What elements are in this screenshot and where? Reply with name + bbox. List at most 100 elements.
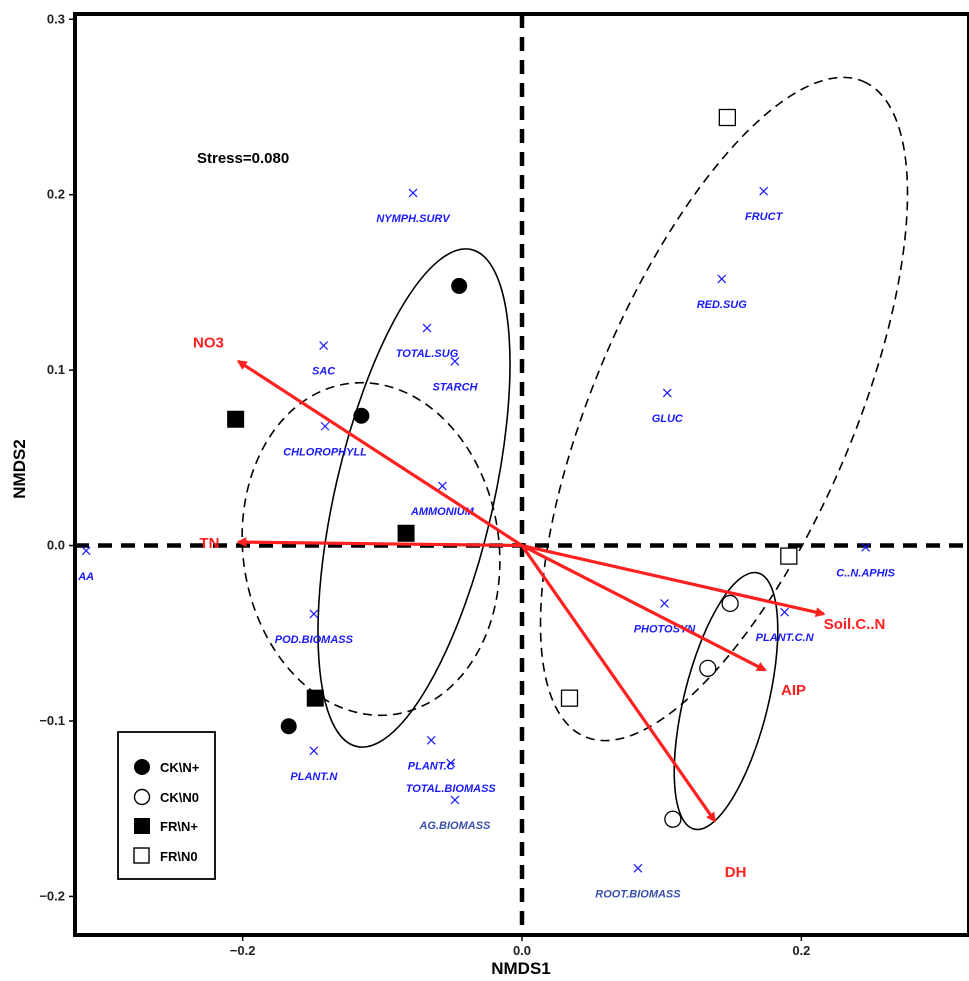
variable-total-sug: TOTAL.SUG — [396, 323, 459, 360]
x-tick-label: 0.2 — [792, 943, 810, 958]
variable-label: AA — [77, 571, 94, 583]
variable-label: PLANT.C.N — [756, 632, 815, 644]
point-ck-nplus — [353, 407, 370, 424]
y-tick-label: 0.1 — [47, 362, 65, 377]
vector-label: TN — [199, 535, 219, 552]
variable-ammonium: AMMONIUM — [410, 481, 475, 518]
vector-no3: NO3 — [193, 334, 523, 547]
x-axis-title: NMDS1 — [491, 959, 551, 978]
sample-points — [227, 108, 798, 828]
variable-label: PLANT.C — [408, 760, 456, 772]
variable-label: PLANT.N — [290, 771, 338, 783]
environmental-vectors: NO3 TN Soil.C..N AIP DH — [193, 334, 885, 881]
vector-dh: DH — [520, 544, 747, 881]
variable-marker — [81, 546, 91, 556]
stress-label: Stress=0.080 — [197, 150, 289, 167]
group-ellipses — [241, 76, 909, 831]
variable-label: NYMPH.SURV — [376, 213, 451, 225]
variable-sac: SAC — [312, 341, 336, 378]
variable-red-sug: RED.SUG — [697, 274, 747, 311]
point-fr-nplus — [227, 410, 245, 428]
variable-marker — [446, 758, 456, 768]
ellipse-ck-n0 — [673, 571, 779, 831]
variable-chlorophyll: CHLOROPHYLL — [283, 421, 367, 458]
y-axis-title: NMDS2 — [10, 439, 29, 499]
variable-fruct: FRUCT — [745, 186, 784, 223]
vector-arrow — [236, 537, 523, 548]
x-tick-label: 0.0 — [513, 943, 531, 958]
variable-label: SAC — [312, 366, 336, 378]
variable-total-biomass: TOTAL.BIOMASS — [406, 758, 497, 795]
variable-marker — [309, 609, 319, 619]
legend-marker-fr-n-plus — [134, 818, 150, 834]
legend-label-fr-n0: FR\N0 — [160, 849, 198, 864]
variable-plant-n: PLANT.N — [290, 746, 338, 783]
variable-label: STARCH — [432, 381, 478, 393]
variable-marker — [660, 599, 669, 608]
x-tick-label: −0.2 — [230, 943, 256, 958]
legend-label-ck-n0: CK\N0 — [160, 790, 199, 805]
variable-plant-c: PLANT.C — [408, 735, 456, 772]
ellipse-fr-n-plus — [241, 381, 501, 717]
point-fr-nplus — [306, 689, 324, 707]
vector-aip: AIP — [521, 544, 806, 699]
variable-label: TOTAL.BIOMASS — [406, 783, 497, 795]
variable-marker — [422, 323, 432, 333]
variable-label: CHLOROPHYLL — [283, 446, 367, 458]
point-ck-n0 — [699, 659, 717, 677]
point-ck-n0 — [721, 594, 739, 613]
variable-nymph-surv: NYMPH.SURV — [376, 188, 451, 225]
vector-label: AIP — [781, 682, 806, 699]
variable-root-biomass: ROOT.BIOMASS — [595, 863, 681, 900]
point-fr-n0 — [780, 547, 798, 565]
variable-marker — [450, 356, 460, 366]
variable-marker — [319, 341, 329, 350]
vector-arrow — [236, 360, 523, 547]
variable-marker — [633, 863, 643, 873]
vector-label: Soil.C..N — [824, 616, 886, 633]
y-tick-label: 0.2 — [47, 187, 65, 202]
variable-starch: STARCH — [432, 356, 479, 393]
variable-label: AMMONIUM — [410, 506, 475, 518]
legend-marker-ck-n-plus — [134, 759, 150, 775]
variable-ag-biomass: AG.BIOMASS — [418, 795, 491, 832]
vector-tn: TN — [199, 535, 523, 552]
vector-arrow — [521, 544, 767, 672]
point-ck-n0 — [664, 810, 682, 828]
point-fr-nplus — [397, 524, 415, 542]
y-tick-label: −0.1 — [39, 713, 65, 728]
variable-marker — [426, 735, 436, 745]
variable-label: TOTAL.SUG — [396, 348, 459, 360]
vector-label: DH — [725, 864, 747, 881]
legend: CK\N+ CK\N0 FR\N+ FR\N0 — [117, 731, 216, 880]
variable-marker — [759, 186, 769, 196]
variable-marker — [662, 388, 672, 398]
y-tick-label: −0.2 — [39, 888, 65, 903]
variable-label: POD.BIOMASS — [275, 634, 354, 646]
point-ck-nplus — [451, 277, 468, 294]
variable-marker — [450, 795, 460, 805]
variable-plant-c-n: PLANT.C.N — [756, 607, 815, 644]
vector-arrow — [520, 544, 717, 823]
vector-soil-c-n: Soil.C..N — [521, 543, 886, 633]
variable-gluc: GLUC — [652, 388, 684, 425]
variable-marker — [408, 188, 418, 198]
legend-label-fr-n-plus: FR\N+ — [160, 819, 198, 834]
axis-ticks: −0.2 0.0 0.2 −0.2 −0.1 0.0 0.1 0.2 0.3 — [39, 11, 810, 958]
variable-marker — [780, 607, 790, 617]
vector-label: NO3 — [193, 334, 224, 351]
variable-label: C..N.APHIS — [836, 567, 895, 579]
variable-aa: AA — [77, 546, 94, 583]
y-tick-label: 0.3 — [47, 11, 65, 26]
variable-marker — [861, 542, 871, 552]
point-fr-n0 — [560, 689, 579, 707]
point-fr-n0 — [718, 108, 736, 127]
variable-label: GLUC — [652, 413, 684, 425]
variable-label: FRUCT — [745, 211, 784, 223]
variable-marker — [309, 746, 319, 756]
variable-pod-biomass: POD.BIOMASS — [275, 609, 354, 646]
legend-label-ck-n-plus: CK\N+ — [160, 760, 200, 775]
ellipse-ck-n-plus — [317, 248, 511, 748]
vector-arrow — [521, 543, 826, 618]
